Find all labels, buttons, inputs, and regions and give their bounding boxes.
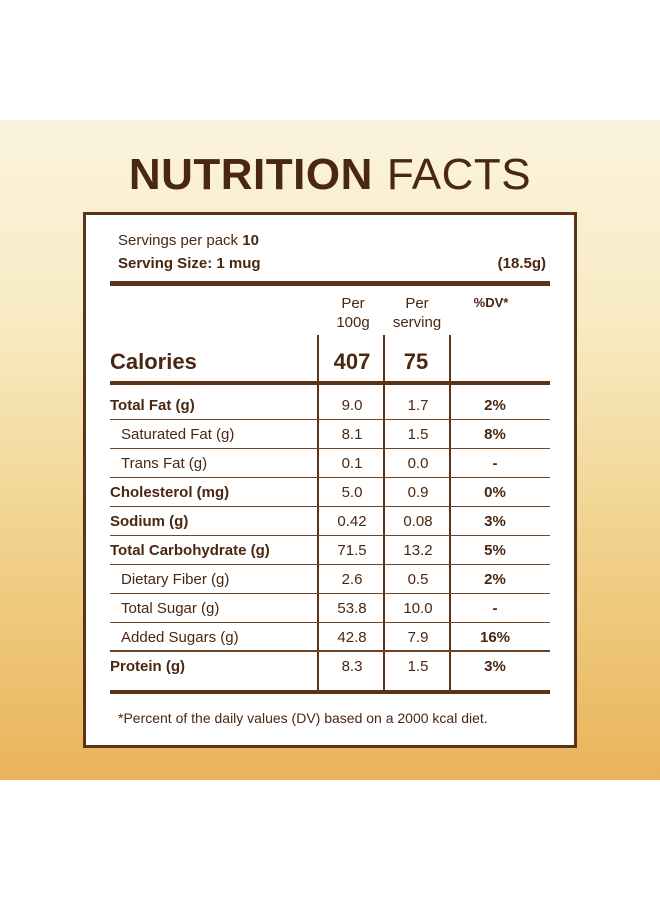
calories-per-serving: 75	[403, 349, 429, 374]
row-separator	[110, 650, 550, 652]
per-100g-line1: Per	[341, 295, 365, 312]
nutrient-name: Sodium (g)	[110, 513, 189, 530]
row-separator	[110, 506, 550, 507]
calories-per-100g: 407	[333, 349, 371, 374]
column-divider-3	[449, 335, 451, 690]
value-per-100g: 0.42	[337, 513, 367, 530]
value-per-100g: 42.8	[337, 629, 367, 646]
value-per-serving: 1.5	[407, 658, 429, 675]
calories-rule	[110, 381, 550, 385]
value-dv: 2%	[484, 571, 506, 588]
column-header-per-serving: Per serving	[382, 294, 452, 332]
nutrient-row-trans-fat: Trans Fat (g) 0.1 0.0 -	[110, 449, 550, 478]
nutrient-row-saturated-fat: Saturated Fat (g) 8.1 1.5 8%	[110, 420, 550, 449]
nutrient-name: Total Sugar (g)	[121, 600, 220, 617]
nutrient-name: Protein (g)	[110, 658, 185, 675]
title-word-facts: FACTS	[386, 150, 532, 199]
nutrient-name: Cholesterol (mg)	[110, 484, 230, 501]
value-dv: -	[492, 455, 498, 472]
value-per-100g: 0.1	[341, 455, 363, 472]
serving-size-grams: (18.5g)	[497, 255, 546, 272]
nutrient-row-protein: Protein (g) 8.3 1.5 3%	[110, 652, 550, 681]
servings-label: Servings per pack	[118, 232, 239, 249]
servings-per-pack: Servings per pack 10	[118, 232, 259, 250]
header-rule	[110, 281, 550, 286]
row-separator	[110, 419, 550, 420]
nutrient-row-total-fat: Total Fat (g) 9.0 1.7 2%	[110, 391, 550, 420]
calories-label: Calories	[110, 349, 197, 374]
nutrient-row-cholesterol: Cholesterol (mg) 5.0 0.9 0%	[110, 478, 550, 507]
value-dv: 3%	[484, 513, 506, 530]
nutrient-row-added-sugars: Added Sugars (g) 42.8 7.9 16%	[110, 623, 550, 652]
nutrient-name: Dietary Fiber (g)	[121, 571, 230, 588]
nutrient-row-total-carbohydrate: Total Carbohydrate (g) 71.5 13.2 5%	[110, 536, 550, 565]
title-word-nutrition: NUTRITION	[128, 150, 373, 199]
value-per-serving: 13.2	[403, 542, 433, 559]
value-per-100g: 53.8	[337, 600, 367, 617]
daily-value-footnote: *Percent of the daily values (DV) based …	[118, 710, 488, 726]
value-dv: 0%	[484, 484, 506, 501]
nutrient-name: Total Carbohydrate (g)	[110, 542, 270, 559]
nutrient-name: Trans Fat (g)	[121, 455, 208, 472]
row-separator	[110, 622, 550, 623]
value-per-serving: 1.7	[407, 397, 429, 414]
value-per-100g: 5.0	[341, 484, 363, 501]
nutrient-row-total-sugar: Total Sugar (g) 53.8 10.0 -	[110, 594, 550, 623]
column-header-dv: %DV*	[473, 295, 509, 310]
value-dv: 2%	[484, 397, 506, 414]
value-per-100g: 8.1	[341, 426, 363, 443]
row-separator	[110, 535, 550, 536]
value-per-100g: 8.3	[341, 658, 363, 675]
per-100g-line2: 100g	[336, 314, 370, 331]
row-separator	[110, 593, 550, 594]
value-per-100g: 71.5	[337, 542, 367, 559]
nutrient-name: Added Sugars (g)	[121, 629, 239, 646]
value-per-serving: 0.0	[407, 455, 429, 472]
servings-value: 10	[242, 232, 259, 249]
value-dv: 3%	[484, 658, 506, 675]
value-per-100g: 2.6	[341, 571, 363, 588]
value-per-100g: 9.0	[341, 397, 363, 414]
column-divider-1	[317, 335, 319, 690]
value-per-serving: 10.0	[403, 600, 433, 617]
value-dv: 8%	[484, 426, 506, 443]
value-per-serving: 0.9	[407, 484, 429, 501]
row-separator	[110, 477, 550, 478]
value-per-serving: 7.9	[407, 629, 429, 646]
nutrient-row-sodium: Sodium (g) 0.42 0.08 3%	[110, 507, 550, 536]
nutrition-label: Servings per pack 10 Serving Size: 1 mug…	[83, 212, 577, 748]
per-serving-line1: Per	[405, 295, 429, 312]
nutrient-row-dietary-fiber: Dietary Fiber (g) 2.6 0.5 2%	[110, 565, 550, 594]
value-dv: -	[492, 600, 498, 617]
value-per-serving: 1.5	[407, 426, 429, 443]
value-dv: 5%	[484, 542, 506, 559]
column-header-per-100g: Per 100g	[318, 294, 388, 332]
value-per-serving: 0.08	[403, 513, 433, 530]
serving-size: Serving Size: 1 mug	[118, 255, 261, 272]
row-separator	[110, 564, 550, 565]
row-separator	[110, 448, 550, 449]
value-dv: 16%	[479, 629, 511, 646]
nutrient-name: Total Fat (g)	[110, 397, 195, 414]
column-divider-2	[383, 335, 385, 690]
per-serving-line2: serving	[392, 314, 442, 331]
nutrition-facts-title: NUTRITION FACTS	[0, 150, 660, 200]
nutrient-rows: Total Fat (g) 9.0 1.7 2% Saturated Fat (g) 8…	[110, 391, 550, 691]
bottom-rule	[110, 690, 550, 694]
value-per-serving: 0.5	[407, 571, 429, 588]
nutrient-name: Saturated Fat (g)	[121, 426, 235, 443]
